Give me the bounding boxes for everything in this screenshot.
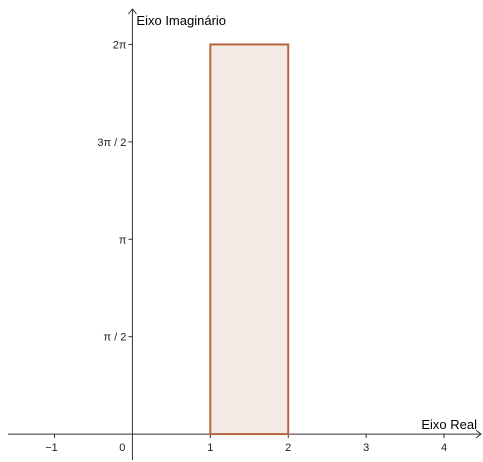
y-tick-label: π bbox=[119, 234, 127, 246]
x-tick-label: 4 bbox=[441, 442, 447, 454]
y-axis-arrow bbox=[128, 8, 137, 15]
x-tick-label: 0 bbox=[119, 442, 125, 454]
x-tick-label: 1 bbox=[207, 442, 213, 454]
y-tick-label: π / 2 bbox=[104, 332, 127, 344]
y-tick-label: 3π / 2 bbox=[97, 137, 126, 149]
x-axis-title: Eixo Real bbox=[421, 417, 477, 432]
region-rectangle bbox=[209, 43, 290, 436]
x-tick-label: 2 bbox=[285, 442, 291, 454]
y-axis-title: Eixo Imaginário bbox=[136, 13, 226, 28]
y-ticks: π / 2 π 3π / 2 2π bbox=[97, 39, 133, 344]
y-tick-label: 2π bbox=[113, 39, 127, 51]
x-tick-label: −1 bbox=[45, 442, 58, 454]
x-ticks: −1 0 1 2 3 4 bbox=[45, 434, 447, 454]
x-axis-arrow bbox=[475, 429, 482, 439]
x-tick-label: 3 bbox=[363, 442, 369, 454]
